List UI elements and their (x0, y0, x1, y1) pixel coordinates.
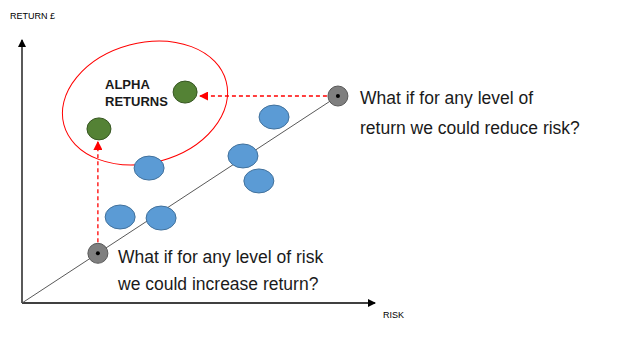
y-axis (21, 40, 22, 303)
reference-point-dot (96, 251, 100, 255)
trend-line (22, 96, 338, 303)
alpha-label: ALPHA (105, 77, 150, 92)
reference-point (328, 86, 348, 106)
portfolio-point (259, 105, 289, 129)
portfolio-point (228, 144, 258, 168)
portfolio-point (146, 206, 176, 230)
reference-point-dot (336, 94, 340, 98)
arrow-up (97, 142, 98, 242)
reference-point-disc (88, 243, 108, 263)
reference-point-disc (328, 86, 348, 106)
reduce-risk-note: return we could reduce risk? (360, 118, 580, 138)
alpha-label: RETURNS (105, 94, 168, 109)
background (0, 0, 640, 360)
portfolio-point (105, 205, 135, 229)
highlight-ellipse (48, 23, 241, 182)
portfolio-point (134, 156, 164, 180)
increase-return-note: we could increase return? (117, 274, 319, 294)
arrow-left (200, 95, 327, 96)
portfolio-point (244, 169, 274, 193)
y-axis-label: RETURN £ (10, 11, 55, 21)
plot-marks (22, 81, 348, 303)
reduce-risk-note: What if for any level of (360, 88, 533, 108)
x-axis-label: RISK (383, 310, 404, 320)
reference-point (88, 243, 108, 263)
alpha-point (87, 118, 111, 140)
alpha-point (173, 81, 197, 103)
chart: RETURN £ RISK ALPHA RETURNS What if for any … (0, 0, 640, 360)
x-axis (22, 302, 375, 303)
increase-return-note: What if for any level of risk (118, 247, 323, 267)
